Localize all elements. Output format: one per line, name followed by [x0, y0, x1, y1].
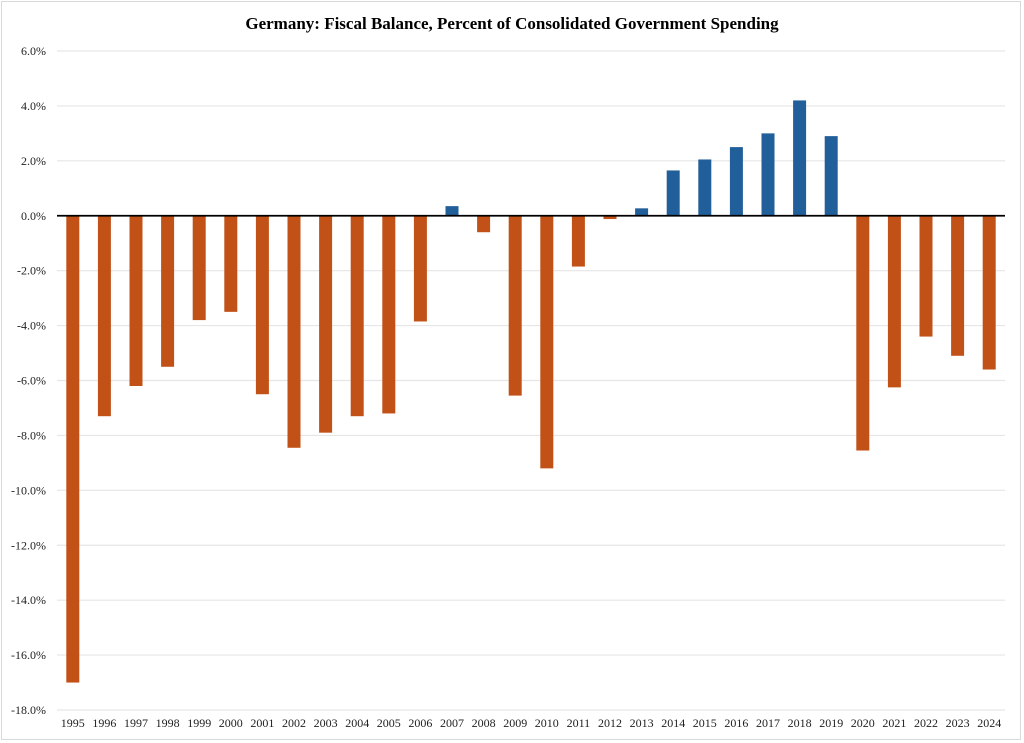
y-tick-label: -6.0%: [17, 374, 46, 388]
bar-2021: [887, 215, 901, 388]
x-tick-label: 2005: [377, 716, 401, 730]
x-tick-label: 2014: [661, 716, 685, 730]
x-tick-label: 2010: [535, 716, 559, 730]
bar-2020: [856, 215, 870, 451]
x-tick-label: 2000: [219, 716, 243, 730]
bar-1999: [192, 215, 206, 321]
y-tick-label: 0.0%: [21, 209, 46, 223]
x-tick-label: 2006: [408, 716, 432, 730]
x-tick-label: 2022: [914, 716, 938, 730]
y-tick-label: -2.0%: [17, 264, 46, 278]
y-tick-label: -12.0%: [11, 538, 46, 552]
bar-2022: [919, 215, 933, 337]
bar-2005: [382, 215, 396, 414]
x-axis-tick-labels: 1995 1996 1997 1998 1999 2000 2001 2002 2003 2004…: [61, 716, 1001, 730]
bar-2009: [508, 215, 522, 396]
y-tick-label: -18.0%: [11, 703, 46, 717]
y-tick-label: 6.0%: [21, 44, 46, 58]
x-tick-label: 2007: [440, 716, 464, 730]
x-tick-label: 2020: [851, 716, 875, 730]
x-tick-label: 2021: [882, 716, 906, 730]
x-tick-label: 2012: [598, 716, 622, 730]
x-tick-label: 1997: [124, 716, 148, 730]
bar-2018: [793, 100, 807, 216]
bar-2010: [540, 215, 554, 469]
bar-2008: [477, 215, 491, 233]
bar-1997: [129, 215, 143, 386]
x-tick-label: 2002: [282, 716, 306, 730]
bar-2000: [224, 215, 238, 312]
bar-2016: [729, 147, 743, 216]
x-tick-label: 2015: [693, 716, 717, 730]
bar-2001: [255, 215, 269, 395]
x-tick-label: 1996: [92, 716, 116, 730]
bar-2004: [350, 215, 364, 417]
x-tick-label: 2016: [724, 716, 748, 730]
x-tick-label: 1999: [187, 716, 211, 730]
x-tick-label: 2017: [756, 716, 780, 730]
x-tick-label: 2018: [788, 716, 812, 730]
bar-1996: [97, 215, 111, 417]
bar-2003: [319, 215, 333, 433]
bar-2006: [413, 215, 427, 322]
bar-1995: [66, 215, 80, 683]
bar-2012: [603, 215, 617, 220]
y-axis-tick-labels: 6.0% 4.0% 2.0% 0.0% -2.0% -4.0% -6.0% -8.0% -10.…: [11, 44, 46, 717]
x-tick-label: 2023: [946, 716, 970, 730]
x-tick-label: 2011: [567, 716, 591, 730]
y-tick-label: -10.0%: [11, 483, 46, 497]
bar-2024: [982, 215, 996, 370]
x-tick-label: 2024: [977, 716, 1001, 730]
bar-2013: [635, 208, 649, 216]
bar-2023: [951, 215, 965, 356]
bar-2002: [287, 215, 301, 448]
chart-title: Germany: Fiscal Balance, Percent of Cons…: [245, 14, 779, 33]
x-tick-label: 2001: [250, 716, 274, 730]
bar-2014: [666, 170, 680, 216]
x-tick-label: 2019: [819, 716, 843, 730]
bar-2007: [445, 206, 459, 216]
x-tick-label: 1995: [61, 716, 85, 730]
bar-1998: [161, 215, 175, 367]
x-tick-label: 2009: [503, 716, 527, 730]
gridlines: [57, 50, 1005, 711]
bars: [66, 100, 996, 683]
x-tick-label: 2013: [630, 716, 654, 730]
x-tick-label: 2004: [345, 716, 369, 730]
bar-2019: [824, 136, 838, 216]
y-tick-label: -4.0%: [17, 319, 46, 333]
x-tick-label: 1998: [156, 716, 180, 730]
bar-2015: [698, 159, 712, 216]
y-tick-label: -8.0%: [17, 428, 46, 442]
y-tick-label: 2.0%: [21, 154, 46, 168]
y-tick-label: -16.0%: [11, 648, 46, 662]
bar-2017: [761, 133, 775, 216]
bar-2011: [571, 215, 585, 267]
y-tick-label: 4.0%: [21, 99, 46, 113]
y-tick-label: -14.0%: [11, 593, 46, 607]
x-tick-label: 2003: [314, 716, 338, 730]
x-tick-label: 2008: [472, 716, 496, 730]
